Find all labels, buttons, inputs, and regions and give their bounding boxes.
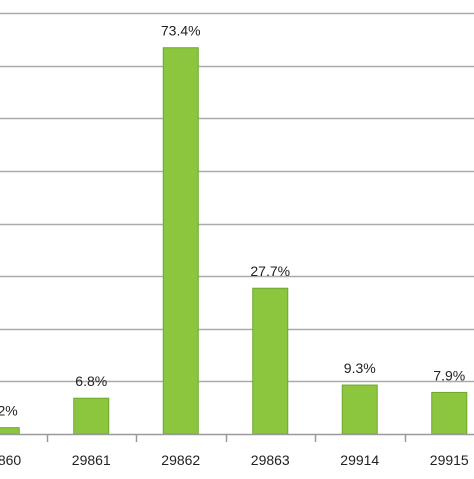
bar-29861 (73, 397, 110, 435)
x-tick-label-29914: 29914 (340, 452, 379, 468)
data-label-29861: 6.8% (75, 373, 107, 389)
data-labels: 1.2% 6.8% 73.4% 27.7% 9.3% 7.9% (0, 23, 465, 419)
x-tick-labels: 29860 29861 29862 29863 29914 29915 (0, 452, 469, 468)
bars (0, 47, 468, 435)
x-tick-label-29860: 29860 (0, 452, 21, 468)
data-label-29863: 27.7% (250, 263, 290, 279)
bar-29915 (431, 391, 468, 435)
x-tick-label-29915: 29915 (430, 452, 469, 468)
bar-29863 (252, 287, 289, 435)
x-tick-label-29861: 29861 (72, 452, 111, 468)
bar-29914 (341, 384, 378, 435)
x-tick-label-29863: 29863 (251, 452, 290, 468)
data-label-29862: 73.4% (161, 23, 201, 39)
data-label-29860: 1.2% (0, 403, 18, 419)
data-label-29915: 7.9% (433, 367, 465, 383)
data-label-29914: 9.3% (344, 360, 376, 376)
gridlines (0, 12, 474, 383)
x-axis (0, 433, 474, 442)
x-tick-label-29862: 29862 (161, 452, 200, 468)
bar-29860 (0, 427, 20, 435)
bar-29862 (162, 47, 199, 435)
